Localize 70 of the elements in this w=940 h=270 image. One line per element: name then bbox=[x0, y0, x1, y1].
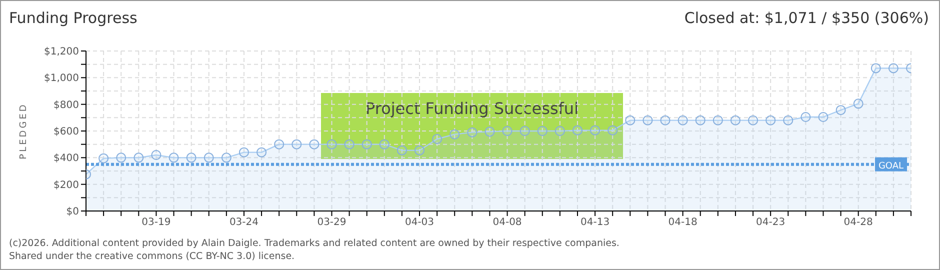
point bbox=[450, 129, 460, 140]
point bbox=[221, 152, 232, 163]
point bbox=[116, 152, 126, 163]
point bbox=[414, 145, 425, 156]
point bbox=[608, 125, 618, 136]
ref-line-label: GOAL bbox=[878, 161, 904, 172]
y-tick-label: $200 bbox=[54, 180, 79, 191]
point bbox=[590, 125, 600, 136]
point bbox=[502, 126, 512, 136]
point bbox=[134, 152, 144, 163]
x-tick-label: 04-23 bbox=[756, 217, 786, 228]
point bbox=[660, 115, 670, 126]
point bbox=[870, 63, 881, 74]
banner-box: Project Funding Successful bbox=[321, 93, 623, 159]
point bbox=[432, 134, 442, 144]
chart-title: Funding Progress bbox=[9, 9, 138, 27]
annotation: Project Funding Successful bbox=[365, 99, 579, 118]
point bbox=[238, 147, 249, 158]
x-tick-label: 03-29 bbox=[317, 217, 346, 228]
y-tick-label: $0 bbox=[66, 206, 79, 218]
point bbox=[309, 139, 320, 150]
point bbox=[520, 126, 530, 136]
point bbox=[396, 145, 407, 156]
point bbox=[362, 139, 372, 150]
text: Shared under the creative commons (CC BY-NC 3.0) license. bbox=[9, 250, 296, 263]
point bbox=[151, 150, 162, 160]
point bbox=[98, 153, 109, 164]
y-tick-label: $1,000 bbox=[44, 73, 79, 84]
x-tick-label: 03-19 bbox=[142, 217, 171, 228]
x-tick-label: 04-28 bbox=[844, 217, 873, 228]
point bbox=[256, 147, 267, 158]
y-tick-label: $600 bbox=[54, 126, 79, 138]
point bbox=[484, 126, 495, 137]
point bbox=[783, 115, 794, 126]
point bbox=[642, 115, 653, 126]
y-axis-title: PLEDGED bbox=[19, 102, 30, 160]
x-tick-label: 04-18 bbox=[668, 217, 698, 228]
point bbox=[695, 115, 706, 126]
point bbox=[853, 98, 864, 109]
point bbox=[344, 139, 354, 150]
y-tick-label: $1,200 bbox=[44, 46, 79, 58]
point bbox=[748, 115, 758, 126]
point bbox=[800, 112, 811, 122]
text: (c)2026. Additional content provided by Alain Daigle. Trademarks and related content are owned by their respective companies. bbox=[9, 237, 620, 250]
point bbox=[204, 152, 214, 163]
point bbox=[274, 139, 284, 150]
point bbox=[818, 112, 828, 122]
point bbox=[730, 115, 740, 126]
chart-subtitle: Closed at: $1,071 / $350 (306%) bbox=[684, 9, 929, 27]
point bbox=[625, 115, 636, 126]
point bbox=[712, 115, 723, 126]
point bbox=[168, 152, 179, 163]
point bbox=[326, 139, 337, 150]
point bbox=[467, 127, 478, 138]
x-tick-label: 04-03 bbox=[404, 217, 434, 228]
point bbox=[766, 115, 776, 126]
x-tick-label: 04-13 bbox=[580, 217, 610, 228]
point bbox=[186, 152, 196, 163]
point bbox=[678, 115, 688, 126]
x-tick-label: 03-24 bbox=[229, 217, 259, 228]
point bbox=[572, 125, 582, 136]
y-tick-label: $800 bbox=[54, 100, 79, 111]
y-tick-label: $400 bbox=[54, 153, 79, 164]
point bbox=[554, 126, 565, 136]
point bbox=[836, 105, 846, 116]
x-tick-label: 04-08 bbox=[492, 217, 522, 228]
point bbox=[292, 139, 302, 150]
point bbox=[379, 139, 390, 150]
point bbox=[888, 63, 898, 74]
point bbox=[537, 126, 548, 136]
